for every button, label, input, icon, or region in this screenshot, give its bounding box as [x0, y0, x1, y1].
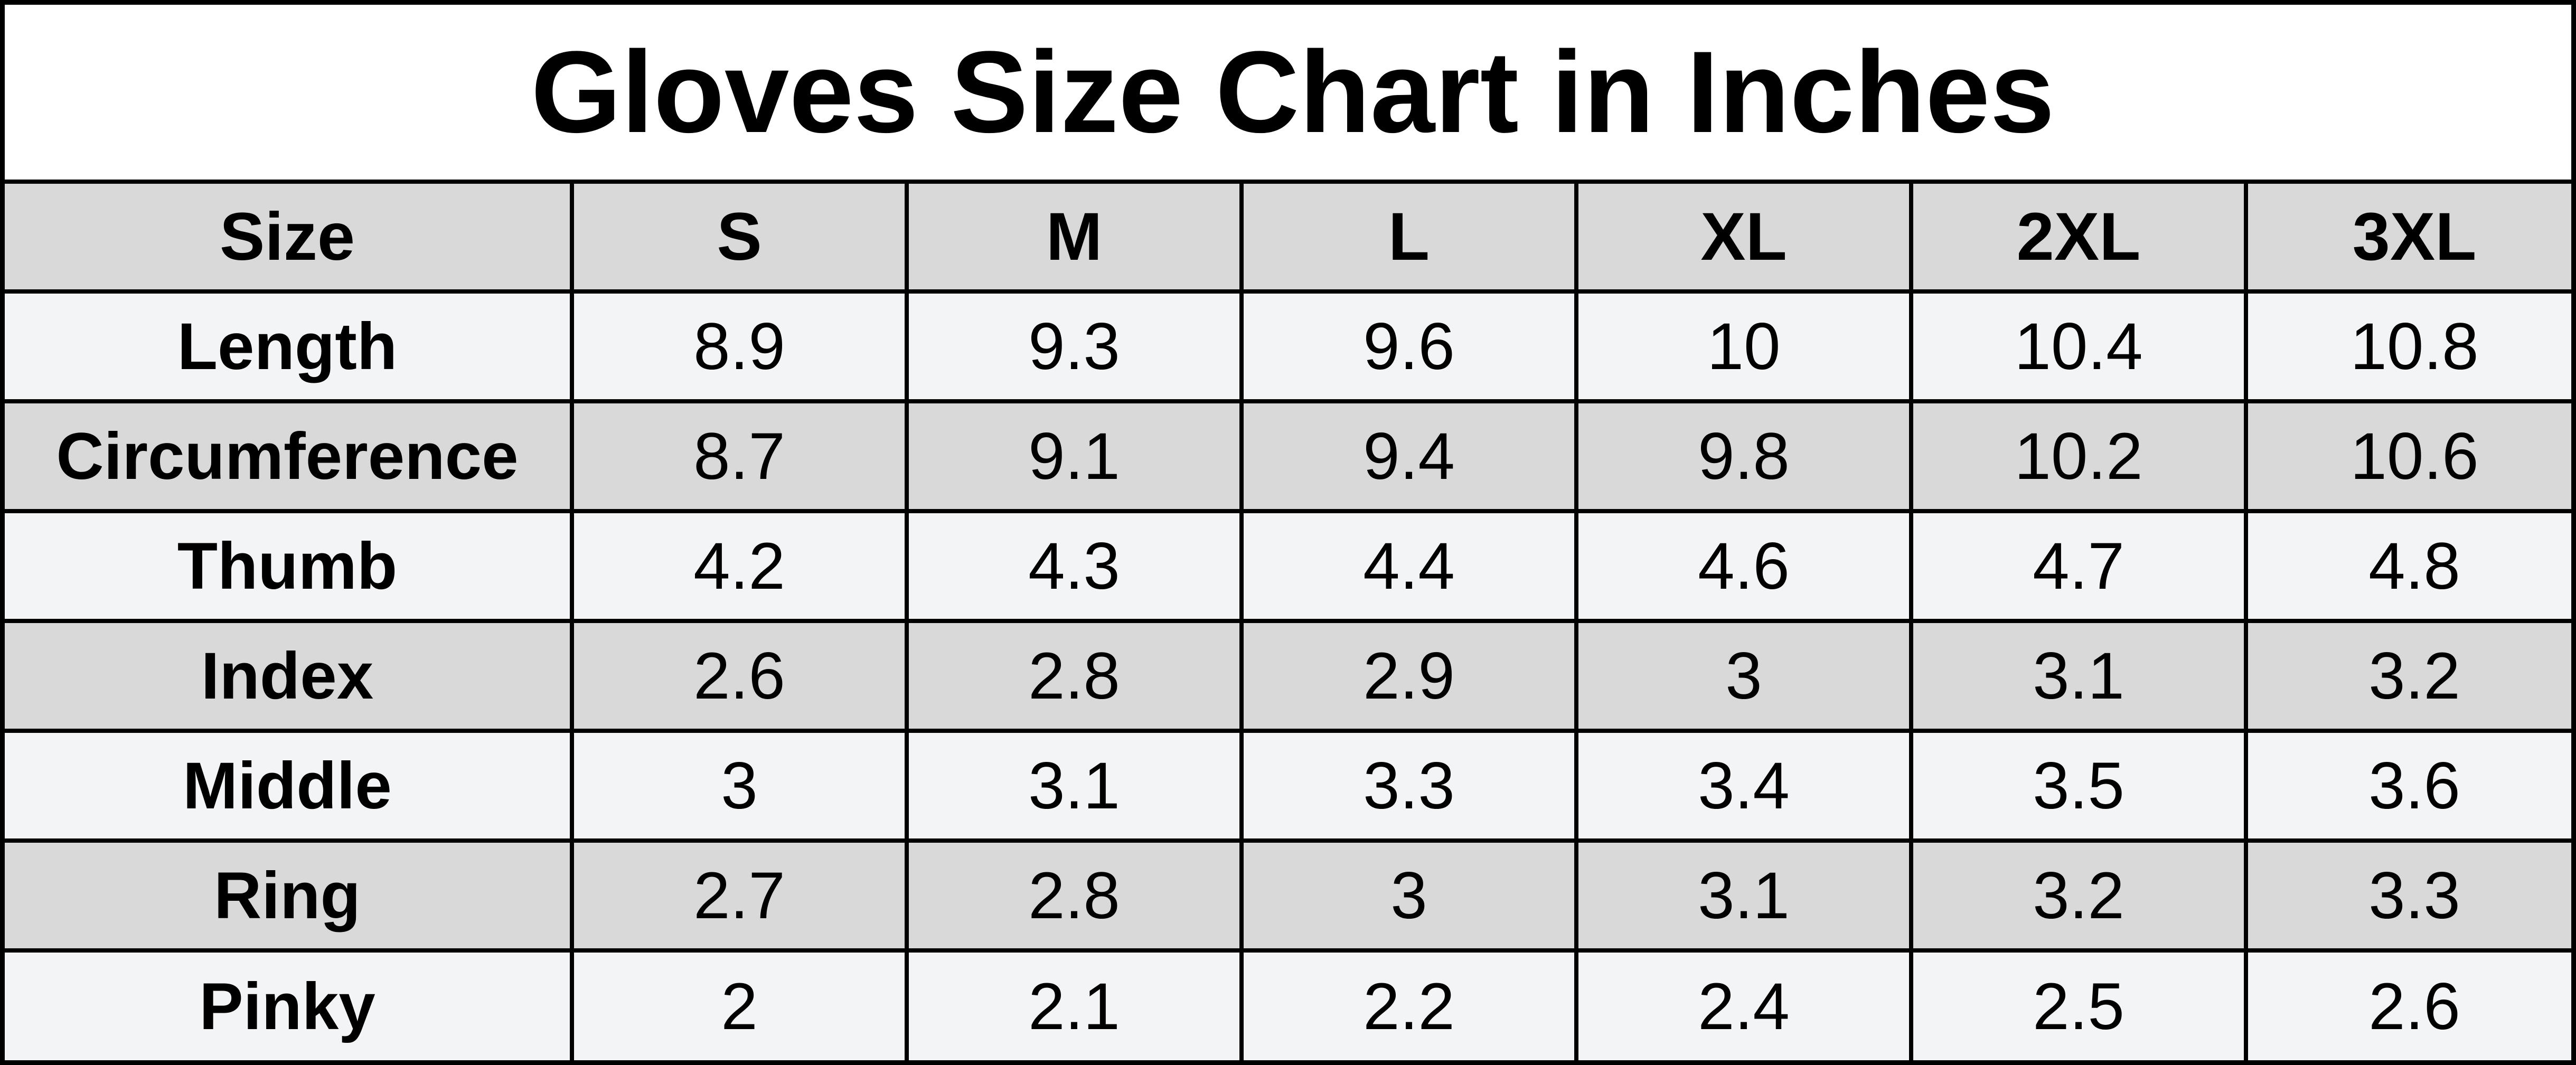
row-label: Thumb [5, 509, 574, 623]
data-row: Thumb 4.2 4.3 4.4 4.6 4.7 4.8 [5, 509, 2571, 623]
cell-value: 10 [1574, 289, 1913, 403]
data-row: Middle 3 3.1 3.3 3.4 3.5 3.6 [5, 729, 2571, 843]
cell-value: 10.2 [1909, 399, 2248, 513]
cell-value: 3.1 [1574, 838, 1913, 953]
title: Gloves Size Chart in Inches [5, 5, 2571, 184]
cell-value: 3.6 [2243, 729, 2571, 843]
cell-value: 4.6 [1574, 509, 1913, 623]
cell-value: 3.4 [1574, 729, 1913, 843]
cell-value: 2.8 [905, 619, 1244, 733]
header-cell: L [1239, 180, 1578, 294]
cell-value: 9.1 [905, 399, 1244, 513]
cell-value: 2.8 [905, 838, 1244, 953]
cell-value: 3.2 [1909, 838, 2248, 953]
row-label: Index [5, 619, 574, 733]
cell-value: 9.6 [1239, 289, 1578, 403]
cell-value: 2.2 [1239, 948, 1578, 1060]
cell-value: 3.3 [2243, 838, 2571, 953]
cell-value: 3.1 [1909, 619, 2248, 733]
data-row: Length 8.9 9.3 9.6 10 10.4 10.8 [5, 289, 2571, 403]
data-row: Circumference 8.7 9.1 9.4 9.8 10.2 10.6 [5, 399, 2571, 513]
cell-value: 3.5 [1909, 729, 2248, 843]
header-cell: S [570, 180, 909, 294]
table-body: Gloves Size Chart in Inches Size S M L XL 2XL… [5, 5, 2571, 1060]
cell-value: 4.4 [1239, 509, 1578, 623]
cell-value: 2 [570, 948, 909, 1060]
cell-value: 3 [1239, 838, 1578, 953]
header-row: Size S M L XL 2XL 3XL [5, 180, 2571, 294]
cell-value: 10.8 [2243, 289, 2571, 403]
cell-value: 8.9 [570, 289, 909, 403]
header-cell: 2XL [1909, 180, 2248, 294]
cell-value: 2.6 [2243, 948, 2571, 1060]
cell-value: 2.5 [1909, 948, 2248, 1060]
row-label: Pinky [5, 948, 574, 1060]
row-label: Ring [5, 838, 574, 953]
cell-value: 2.4 [1574, 948, 1913, 1060]
cell-value: 4.8 [2243, 509, 2571, 623]
row-label: Middle [5, 729, 574, 843]
cell-value: 8.7 [570, 399, 909, 513]
cell-value: 9.3 [905, 289, 1244, 403]
cell-value: 9.4 [1239, 399, 1578, 513]
cell-value: 3.3 [1239, 729, 1578, 843]
row-label: Circumference [5, 399, 574, 513]
cell-value: 10.6 [2243, 399, 2571, 513]
cell-value: 4.2 [570, 509, 909, 623]
cell-value: 2.9 [1239, 619, 1578, 733]
cell-value: 4.7 [1909, 509, 2248, 623]
cell-value: 3 [1574, 619, 1913, 733]
cell-value: 3.2 [2243, 619, 2571, 733]
header-cell: XL [1574, 180, 1913, 294]
cell-value: 2.1 [905, 948, 1244, 1060]
row-label: Length [5, 289, 574, 403]
cell-value: 2.6 [570, 619, 909, 733]
data-row: Index 2.6 2.8 2.9 3 3.1 3.2 [5, 619, 2571, 733]
header-cell: 3XL [2243, 180, 2571, 294]
cell-value: 2.7 [570, 838, 909, 953]
title-row: Gloves Size Chart in Inches [5, 5, 2571, 184]
header-cell: Size [5, 180, 574, 294]
data-row: Pinky 2 2.1 2.2 2.4 2.5 2.6 [5, 948, 2571, 1060]
header-cell: M [905, 180, 1244, 294]
cell-value: 3.1 [905, 729, 1244, 843]
cell-value: 4.3 [905, 509, 1244, 623]
cell-value: 3 [570, 729, 909, 843]
cell-value: 10.4 [1909, 289, 2248, 403]
size-table: Gloves Size Chart in Inches Size S M L XL 2XL… [5, 5, 2571, 1060]
data-row: Ring 2.7 2.8 3 3.1 3.2 3.3 [5, 838, 2571, 953]
cell-value: 9.8 [1574, 399, 1913, 513]
